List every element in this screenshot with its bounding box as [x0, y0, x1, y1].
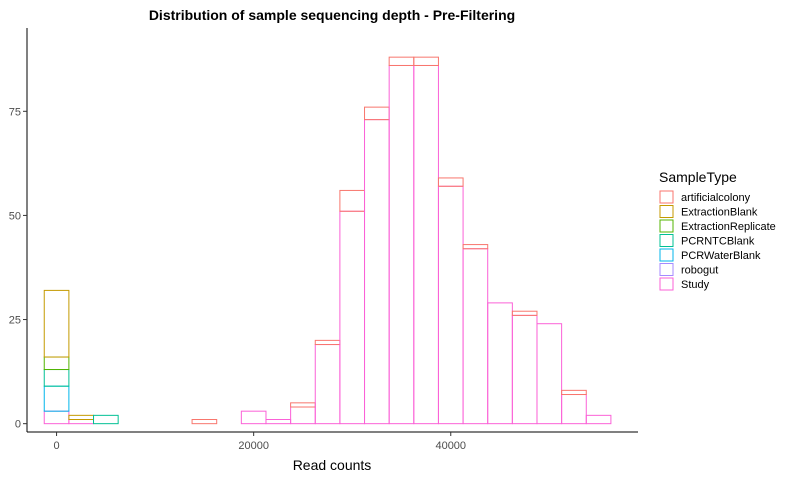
- histogram-bar: [487, 302, 513, 425]
- legend-key: [659, 190, 674, 204]
- legend-label: ExtractionBlank: [681, 207, 758, 219]
- histogram-bar: [290, 406, 316, 425]
- histogram-bar: [43, 356, 70, 371]
- histogram-bar: [43, 410, 70, 425]
- y-tick-label: 50: [9, 210, 21, 222]
- legend-label: robogut: [681, 265, 718, 277]
- legend-key: [659, 263, 674, 276]
- histogram-bar: [314, 344, 341, 425]
- y-tick-label: 25: [9, 315, 21, 327]
- legend-label: PCRNTCBlank: [681, 236, 755, 248]
- histogram-bar: [511, 314, 538, 425]
- chart-title: Distribution of sample sequencing depth …: [149, 7, 515, 23]
- histogram-bar: [462, 244, 489, 250]
- histogram-bar: [561, 389, 587, 396]
- legend-key: [659, 248, 674, 262]
- histogram-bar: [511, 310, 538, 316]
- bars-layer: [43, 56, 612, 425]
- legend-key: [659, 219, 674, 233]
- x-tick-label: 40000: [435, 440, 466, 452]
- y-tick-label: 75: [9, 106, 21, 118]
- legend-key: [659, 205, 674, 218]
- histogram-bar: [68, 414, 95, 421]
- histogram-bar: [437, 185, 464, 425]
- histogram-bar: [364, 106, 390, 121]
- legend: SampleType artificialcolony ExtractionBla…: [659, 169, 776, 291]
- x-tick-label: 0: [54, 440, 60, 452]
- histogram-bar: [191, 419, 218, 425]
- histogram-bar: [314, 339, 341, 346]
- histogram-bar: [388, 56, 415, 66]
- histogram-bar: [339, 189, 366, 212]
- x-axis-label: Read counts: [293, 457, 372, 473]
- histogram-bar: [536, 323, 563, 425]
- histogram-bar: [437, 177, 464, 187]
- histogram-bar: [265, 419, 292, 425]
- histogram-bar: [43, 289, 70, 358]
- histogram-bar: [364, 119, 390, 425]
- histogram-bar: [413, 56, 439, 66]
- legend-label: PCRWaterBlank: [681, 250, 761, 262]
- histogram-bar: [561, 394, 587, 425]
- histogram-bar: [388, 64, 415, 425]
- histogram-bar: [43, 385, 70, 412]
- axes-layer: 0 25 50 75 0 20000 40000: [9, 28, 638, 452]
- histogram-bar: [240, 410, 267, 425]
- histogram-bar: [585, 414, 612, 425]
- x-tick-label: 20000: [238, 440, 269, 452]
- histogram-bar: [413, 64, 439, 425]
- legend-key: [659, 277, 674, 291]
- histogram-bar: [290, 402, 316, 408]
- legend-label: ExtractionReplicate: [681, 221, 776, 233]
- histogram-bar: [93, 414, 119, 425]
- legend-key: [659, 234, 674, 247]
- histogram-bar: [462, 248, 489, 425]
- histogram-bar: [68, 419, 95, 425]
- legend-label: Study: [681, 279, 710, 291]
- legend-title: SampleType: [659, 169, 737, 185]
- y-tick-label: 0: [15, 419, 21, 431]
- histogram-bar: [43, 369, 70, 387]
- histogram-bar: [339, 210, 366, 425]
- legend-label: artificialcolony: [681, 192, 751, 204]
